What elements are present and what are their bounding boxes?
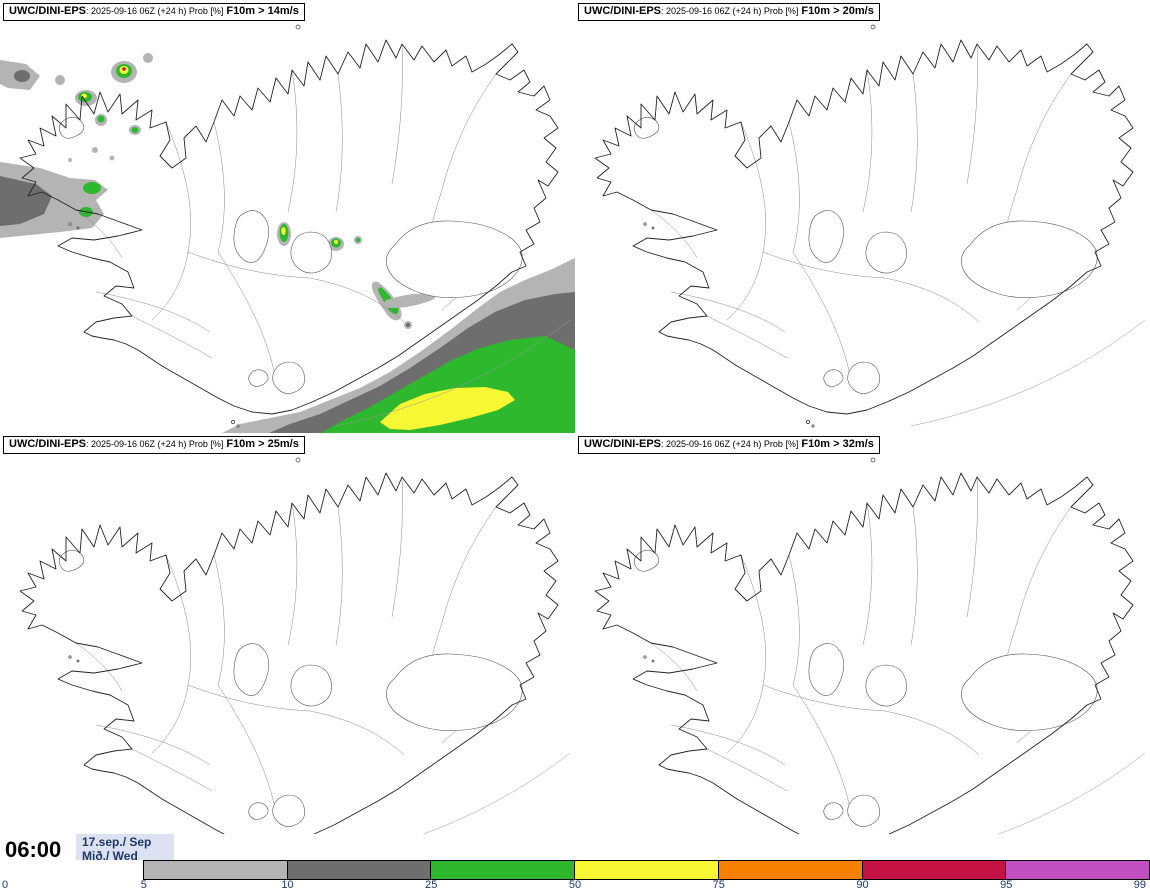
colorbar-label: 90 [856,879,869,891]
colorbar-segment [430,860,574,880]
map-panel-f10m-20: UWC/DINI-EPS: 2025-09-16 06Z (+24 h) Pro… [575,0,1150,433]
colorbar-label: 75 [712,879,725,891]
threshold-label: F10m > 20m/s [801,5,874,17]
model-name: UWC/DINI-EPS [9,438,86,450]
valid-time-label: 06:00 [5,837,62,862]
iceland-map [19,457,571,861]
map-panel-f10m-25: UWC/DINI-EPS: 2025-09-16 06Z (+24 h) Pro… [0,433,575,869]
run-info: : 2025-09-16 06Z (+24 h) Prob [%] [86,439,224,449]
colorbar-labels: 0 5 10 25 50 75 90 95 99 [0,880,1150,891]
iceland-map [594,24,1146,428]
iceland-map [0,24,575,433]
iceland-map [594,457,1146,861]
threshold-label: F10m > 14m/s [226,5,299,17]
colorbar-segment [286,860,431,880]
colorbar-segment [717,860,862,880]
run-info: : 2025-09-16 06Z (+24 h) Prob [%] [661,6,799,16]
colorbar-segment [1005,860,1150,880]
colorbar-segment [142,860,287,880]
run-info: : 2025-09-16 06Z (+24 h) Prob [%] [661,439,799,449]
panel-header: UWC/DINI-EPS: 2025-09-16 06Z (+24 h) Pro… [3,436,305,454]
panel-header: UWC/DINI-EPS: 2025-09-16 06Z (+24 h) Pro… [578,436,880,454]
colorbar-segment [861,860,1006,880]
colorbar-label: 10 [281,879,294,891]
model-name: UWC/DINI-EPS [584,438,661,450]
map-panel-f10m-14: UWC/DINI-EPS: 2025-09-16 06Z (+24 h) Pro… [0,0,575,433]
colorbar-label: 25 [425,879,438,891]
footer: 06:00 17.sep./ Sep Mið./ Wed 0 5 10 25 50 75 9… [0,834,1150,891]
colorbar-label: 95 [1000,879,1013,891]
valid-weekday: Mið./ Wed [82,849,138,863]
colorbar-label: 99 [1133,879,1146,891]
panel-header: UWC/DINI-EPS: 2025-09-16 06Z (+24 h) Pro… [578,3,880,21]
colorbar-label: 0 [2,879,9,891]
threshold-label: F10m > 32m/s [801,438,874,450]
colorbar-segment [0,860,143,880]
valid-date: 17.sep./ Sep [82,835,152,849]
colorbar-segment [574,860,718,880]
colorbar-label: 50 [568,879,582,891]
threshold-label: F10m > 25m/s [226,438,299,450]
model-name: UWC/DINI-EPS [9,5,86,17]
model-name: UWC/DINI-EPS [584,5,661,17]
colorbar [0,860,1150,880]
colorbar-label: 5 [140,879,147,891]
map-panel-f10m-32: UWC/DINI-EPS: 2025-09-16 06Z (+24 h) Pro… [575,433,1150,869]
run-info: : 2025-09-16 06Z (+24 h) Prob [%] [86,6,224,16]
valid-date-box: 17.sep./ Sep Mið./ Wed [76,834,174,864]
probability-shading [0,53,575,433]
panel-header: UWC/DINI-EPS: 2025-09-16 06Z (+24 h) Pro… [3,3,305,21]
